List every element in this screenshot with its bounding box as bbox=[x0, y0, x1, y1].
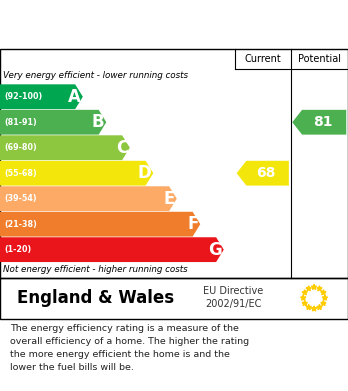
Text: The energy efficiency rating is a measure of the
overall efficiency of a home. T: The energy efficiency rating is a measur… bbox=[10, 325, 250, 372]
Polygon shape bbox=[322, 295, 327, 300]
Polygon shape bbox=[317, 286, 322, 291]
Text: Not energy efficient - higher running costs: Not energy efficient - higher running co… bbox=[3, 265, 188, 274]
Text: (55-68): (55-68) bbox=[4, 169, 37, 178]
Polygon shape bbox=[311, 284, 317, 289]
Polygon shape bbox=[237, 161, 289, 186]
Text: (81-91): (81-91) bbox=[4, 118, 37, 127]
Text: A: A bbox=[68, 88, 81, 106]
Polygon shape bbox=[0, 186, 177, 211]
Polygon shape bbox=[306, 305, 311, 310]
Text: C: C bbox=[116, 139, 128, 157]
Text: B: B bbox=[92, 113, 105, 131]
Text: (92-100): (92-100) bbox=[4, 92, 42, 101]
Text: D: D bbox=[138, 164, 152, 182]
Text: G: G bbox=[208, 240, 222, 259]
Text: E: E bbox=[164, 190, 175, 208]
Polygon shape bbox=[0, 161, 153, 186]
Text: Energy Efficiency Rating: Energy Efficiency Rating bbox=[50, 15, 298, 34]
Polygon shape bbox=[321, 290, 326, 295]
Text: EU Directive
2002/91/EC: EU Directive 2002/91/EC bbox=[203, 286, 263, 309]
Text: Potential: Potential bbox=[298, 54, 341, 64]
Text: (1-20): (1-20) bbox=[4, 245, 31, 254]
Polygon shape bbox=[302, 301, 307, 306]
Polygon shape bbox=[302, 290, 307, 295]
Text: (69-80): (69-80) bbox=[4, 143, 37, 152]
Polygon shape bbox=[311, 306, 317, 311]
Text: (39-54): (39-54) bbox=[4, 194, 37, 203]
Polygon shape bbox=[317, 305, 322, 310]
Text: 81: 81 bbox=[313, 115, 332, 129]
Polygon shape bbox=[301, 295, 306, 300]
Text: (21-38): (21-38) bbox=[4, 220, 37, 229]
Polygon shape bbox=[306, 286, 311, 291]
Text: 68: 68 bbox=[256, 166, 276, 180]
Text: Current: Current bbox=[244, 54, 281, 64]
Polygon shape bbox=[0, 110, 106, 135]
Text: England & Wales: England & Wales bbox=[17, 289, 175, 307]
Polygon shape bbox=[0, 237, 224, 262]
Polygon shape bbox=[292, 110, 346, 135]
Polygon shape bbox=[0, 84, 83, 109]
Polygon shape bbox=[0, 135, 130, 160]
Text: F: F bbox=[187, 215, 198, 233]
Text: Very energy efficient - lower running costs: Very energy efficient - lower running co… bbox=[3, 71, 189, 80]
Polygon shape bbox=[0, 212, 200, 237]
Polygon shape bbox=[321, 301, 326, 306]
